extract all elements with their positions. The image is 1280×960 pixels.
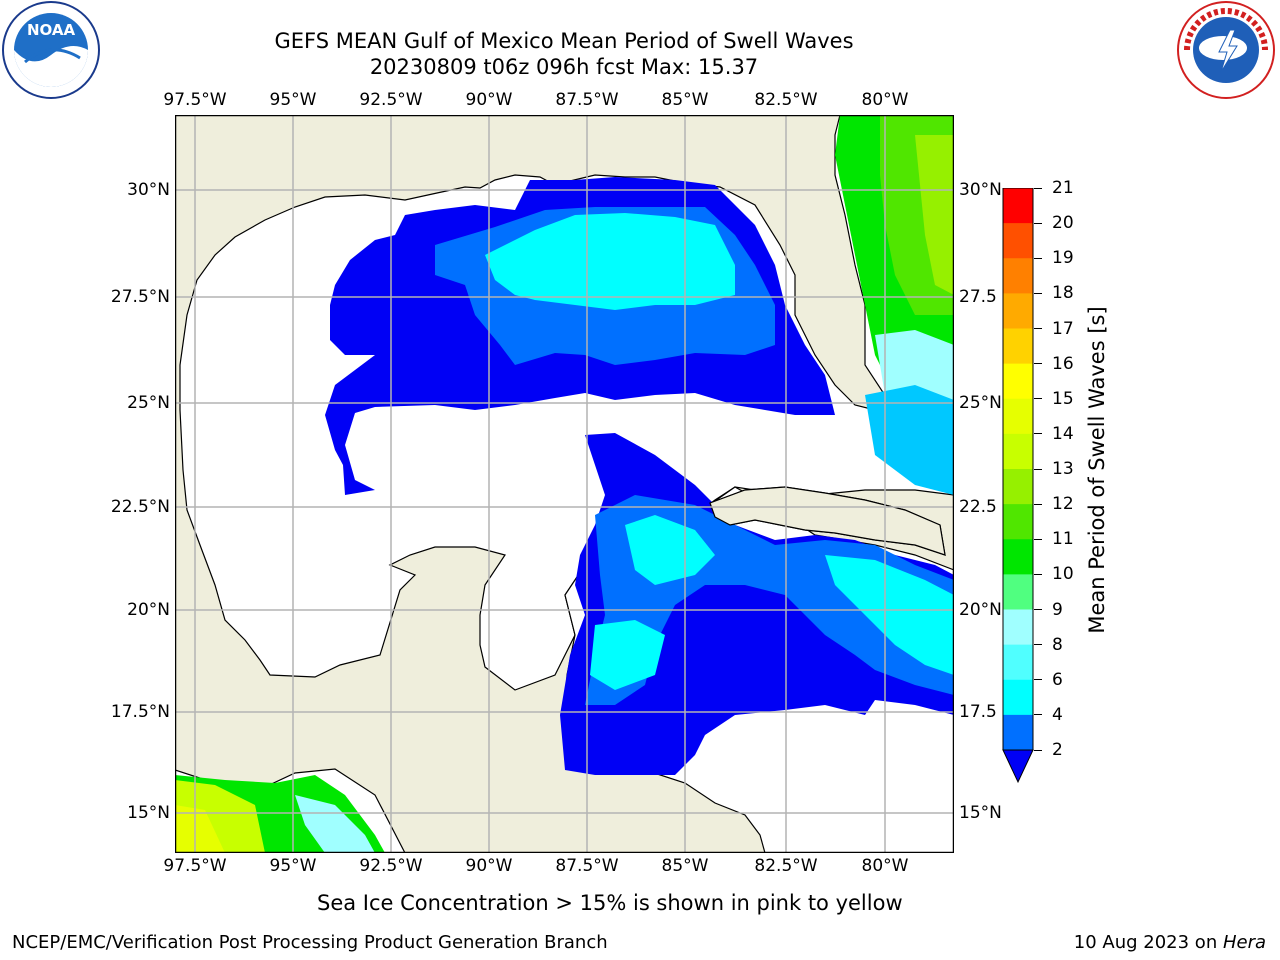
colorbar-tick-label: 9 — [1052, 599, 1063, 620]
lat-tick-left: 25°N — [127, 393, 170, 413]
colorbar-segment — [1003, 258, 1033, 294]
plot-title: GEFS MEAN Gulf of Mexico Mean Period of … — [274, 29, 854, 53]
colorbar-tick-label: 19 — [1052, 248, 1074, 269]
lat-tick-left: 22.5°N — [110, 497, 170, 517]
footer-host: Hera — [1222, 932, 1266, 953]
lon-tick-top: 82.5°W — [754, 90, 818, 110]
colorbar — [1002, 188, 1034, 784]
colorbar-tick-label: 18 — [1052, 283, 1074, 304]
footer-credit: NCEP/EMC/Verification Post Processing Pr… — [12, 932, 608, 953]
colorbar-tick-mark — [1034, 749, 1042, 751]
colorbar-tick-mark — [1034, 503, 1042, 505]
swell-contours — [175, 115, 954, 853]
colorbar-tick-mark — [1034, 398, 1042, 400]
lat-tick-right: 17.5 — [959, 702, 997, 722]
footer-date-text: 10 Aug 2023 on — [1073, 932, 1223, 953]
colorbar-tick-label: 8 — [1052, 634, 1063, 655]
lon-tick-top: 87.5°W — [555, 90, 619, 110]
colorbar-tick-label: 11 — [1052, 529, 1074, 550]
colorbar-segment — [1003, 293, 1033, 329]
colorbar-segment — [1003, 328, 1033, 365]
colorbar-tick-label: 12 — [1052, 494, 1074, 515]
svg-text:NOAA: NOAA — [27, 21, 76, 39]
colorbar-segment — [1003, 504, 1033, 540]
colorbar-tick-mark — [1034, 257, 1042, 259]
lon-tick-top: 97.5°W — [163, 90, 227, 110]
lon-tick-bottom: 95°W — [269, 856, 317, 876]
colorbar-tick-label: 17 — [1052, 318, 1074, 339]
colorbar-tick-label: 13 — [1052, 459, 1074, 479]
colorbar-tick-mark — [1034, 433, 1042, 435]
lon-tick-bottom: 87.5°W — [555, 856, 619, 876]
lat-tick-left: 30°N — [127, 180, 170, 200]
graticule — [175, 115, 954, 853]
lat-tick-right: 22.5 — [959, 497, 997, 517]
lat-tick-right: 15°N — [959, 803, 1002, 823]
colorbar-segment — [1003, 188, 1033, 224]
lon-tick-bottom: 85°W — [661, 856, 709, 876]
colorbar-tick-label: 21 — [1052, 178, 1074, 198]
colorbar-tick-mark — [1034, 187, 1042, 189]
colorbar-segment — [1003, 398, 1033, 435]
lat-tick-left: 17.5°N — [110, 702, 170, 722]
colorbar-tick-mark — [1034, 222, 1042, 224]
colorbar-tick-label: 20 — [1052, 213, 1074, 234]
lon-tick-top: 95°W — [269, 90, 317, 110]
lon-tick-bottom: 92.5°W — [359, 856, 423, 876]
lon-tick-bottom: 80°W — [861, 856, 909, 876]
colorbar-segment — [1003, 223, 1033, 259]
lon-tick-top: 90°W — [465, 90, 513, 110]
colorbar-tick-label: 15 — [1052, 388, 1074, 409]
colorbar-tick-label: 4 — [1052, 704, 1063, 725]
colorbar-segment — [1003, 469, 1033, 505]
colorbar-tick-label: 16 — [1052, 353, 1074, 374]
colorbar-segment — [1003, 363, 1033, 400]
lat-tick-right: 25°N — [959, 393, 1002, 413]
colorbar-tick-mark — [1034, 328, 1042, 329]
colorbar-frame — [1002, 188, 1034, 751]
sea-ice-caption: Sea Ice Concentration > 15% is shown in … — [317, 891, 903, 915]
colorbar-tick-label: 14 — [1052, 423, 1074, 444]
noaa-logo: NOAA — [0, 0, 102, 102]
colorbar-tick-label: 2 — [1052, 740, 1063, 760]
lat-tick-left: 27.5°N — [110, 287, 170, 307]
lon-tick-top: 85°W — [661, 90, 709, 110]
colorbar-tick-mark — [1034, 573, 1042, 575]
colorbar-segment — [1003, 539, 1033, 575]
colorbar-segment — [1003, 433, 1033, 470]
colorbar-label: Mean Period of Swell Waves [s] — [1085, 306, 1109, 634]
lat-tick-right: 20°N — [959, 600, 1002, 620]
colorbar-tick-mark — [1034, 644, 1042, 646]
colorbar-segment — [1003, 714, 1033, 751]
colorbar-tick-mark — [1034, 609, 1042, 610]
colorbar-tick-mark — [1034, 679, 1042, 681]
footer-date: 10 Aug 2023 on Hera — [1074, 932, 1266, 953]
lat-tick-right: 30°N — [959, 180, 1002, 200]
colorbar-segment — [1003, 679, 1033, 716]
lat-tick-left: 15°N — [127, 803, 170, 823]
colorbar-segment — [1003, 609, 1033, 646]
lon-tick-bottom: 90°W — [465, 856, 513, 876]
lon-tick-bottom: 97.5°W — [163, 856, 227, 876]
plot-subtitle: 20230809 t06z 096h fcst Max: 15.37 — [369, 55, 759, 79]
colorbar-tick-mark — [1034, 363, 1042, 365]
map-frame — [175, 115, 954, 853]
colorbar-tick-label: 10 — [1052, 564, 1074, 585]
colorbar-under-triangle — [1002, 749, 1034, 784]
colorbar-tick-mark — [1034, 714, 1042, 716]
lat-tick-left: 20°N — [127, 600, 170, 620]
lon-tick-top: 92.5°W — [359, 90, 423, 110]
map-panel — [175, 115, 954, 853]
lat-tick-right: 27.5 — [959, 287, 997, 307]
colorbar-tick-mark — [1034, 292, 1042, 294]
lon-tick-top: 80°W — [861, 90, 909, 110]
colorbar-tick-mark — [1034, 468, 1042, 470]
nws-logo — [1175, 0, 1277, 102]
colorbar-segment — [1003, 644, 1033, 681]
colorbar-tick-mark — [1034, 538, 1042, 540]
colorbar-tick-label: 6 — [1052, 669, 1063, 690]
lon-tick-bottom: 82.5°W — [754, 856, 818, 876]
colorbar-segment — [1003, 574, 1033, 610]
